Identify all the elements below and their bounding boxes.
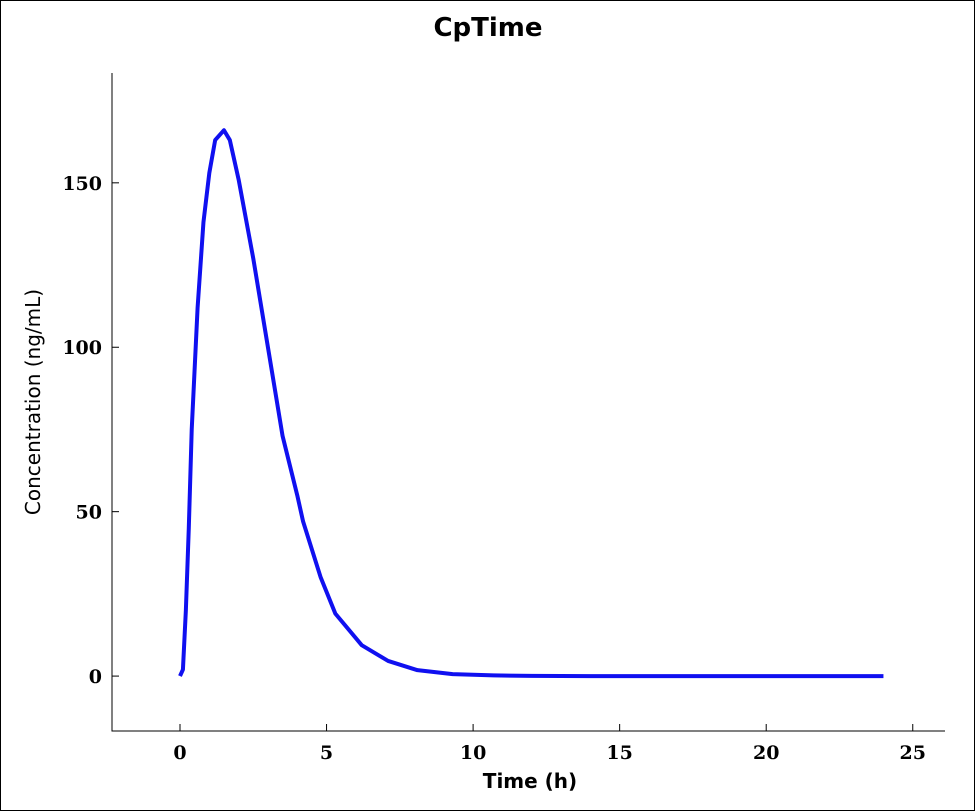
x-tick-label: 10 bbox=[460, 742, 486, 764]
y-tick-label: 100 bbox=[62, 337, 102, 359]
x-axis-label: Time (h) bbox=[483, 769, 577, 793]
y-tick-label: 0 bbox=[89, 666, 102, 688]
y-tick-label: 50 bbox=[76, 502, 102, 524]
chart-title: CpTime bbox=[433, 13, 542, 43]
line-series bbox=[178, 128, 884, 679]
x-tick-label: 5 bbox=[320, 742, 333, 764]
y-tick-label: 150 bbox=[62, 173, 102, 195]
x-tick-label: 0 bbox=[173, 742, 186, 764]
x-tick-label: 15 bbox=[606, 742, 632, 764]
x-tick-label: 20 bbox=[753, 742, 779, 764]
axes bbox=[111, 73, 945, 732]
x-tick-label: 25 bbox=[900, 742, 926, 764]
y-axis-label: Concentration (ng/mL) bbox=[21, 289, 45, 515]
